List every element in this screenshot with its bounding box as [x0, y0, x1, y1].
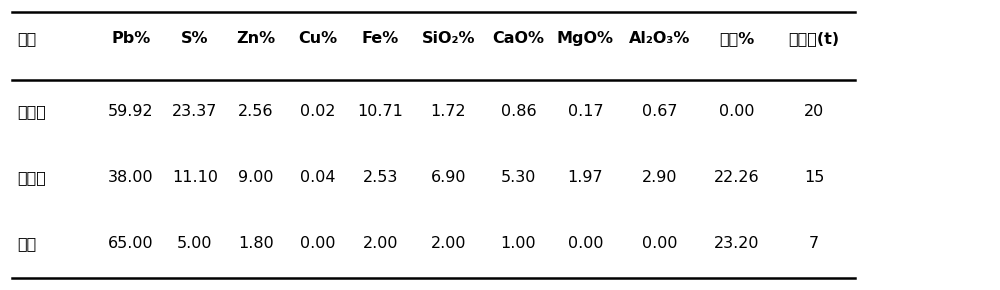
- Text: 22.26: 22.26: [714, 170, 760, 185]
- Text: Al₂O₃%: Al₂O₃%: [629, 31, 691, 46]
- Text: 7: 7: [809, 236, 819, 251]
- Text: 1.72: 1.72: [431, 104, 466, 119]
- Text: 23.37: 23.37: [172, 104, 218, 119]
- Text: MgO%: MgO%: [557, 31, 614, 46]
- Text: Pb%: Pb%: [111, 31, 151, 46]
- Text: 15: 15: [804, 170, 824, 185]
- Text: Cu%: Cu%: [298, 31, 338, 46]
- Text: 2.90: 2.90: [642, 170, 678, 185]
- Text: 11.10: 11.10: [172, 170, 218, 185]
- Text: 投料量(t): 投料量(t): [788, 31, 840, 46]
- Text: 1.00: 1.00: [501, 236, 536, 251]
- Text: SiO₂%: SiO₂%: [422, 31, 475, 46]
- Text: 6.90: 6.90: [431, 170, 466, 185]
- Text: Zn%: Zn%: [236, 31, 276, 46]
- Text: 20: 20: [804, 104, 824, 119]
- Text: 9.00: 9.00: [238, 170, 274, 185]
- Text: 0.00: 0.00: [642, 236, 678, 251]
- Text: 1.97: 1.97: [568, 170, 603, 185]
- Text: 65.00: 65.00: [108, 236, 154, 251]
- Text: 项目: 项目: [17, 31, 36, 46]
- Text: S%: S%: [181, 31, 209, 46]
- Text: 5.00: 5.00: [177, 236, 213, 251]
- Text: 0.86: 0.86: [501, 104, 536, 119]
- Text: 0.00: 0.00: [300, 236, 336, 251]
- Text: 2.56: 2.56: [238, 104, 274, 119]
- Text: 0.00: 0.00: [568, 236, 603, 251]
- Text: 2.00: 2.00: [363, 236, 398, 251]
- Text: 0.02: 0.02: [300, 104, 336, 119]
- Text: 0.17: 0.17: [568, 104, 603, 119]
- Text: Fe%: Fe%: [362, 31, 399, 46]
- Text: 2.00: 2.00: [431, 236, 466, 251]
- Text: 38.00: 38.00: [108, 170, 154, 185]
- Text: 0.04: 0.04: [300, 170, 336, 185]
- Text: 0.00: 0.00: [719, 104, 755, 119]
- Text: 5.30: 5.30: [501, 170, 536, 185]
- Text: 10.71: 10.71: [358, 104, 403, 119]
- Text: CaO%: CaO%: [493, 31, 545, 46]
- Text: 2.53: 2.53: [363, 170, 398, 185]
- Text: 铅精矿: 铅精矿: [17, 104, 46, 119]
- Text: 烟尘: 烟尘: [17, 236, 36, 251]
- Text: 0.67: 0.67: [642, 104, 678, 119]
- Text: 23.20: 23.20: [714, 236, 760, 251]
- Text: 1.80: 1.80: [238, 236, 274, 251]
- Text: 烤铅渣: 烤铅渣: [17, 170, 46, 185]
- Text: 其它%: 其它%: [719, 31, 755, 46]
- Text: 59.92: 59.92: [108, 104, 154, 119]
